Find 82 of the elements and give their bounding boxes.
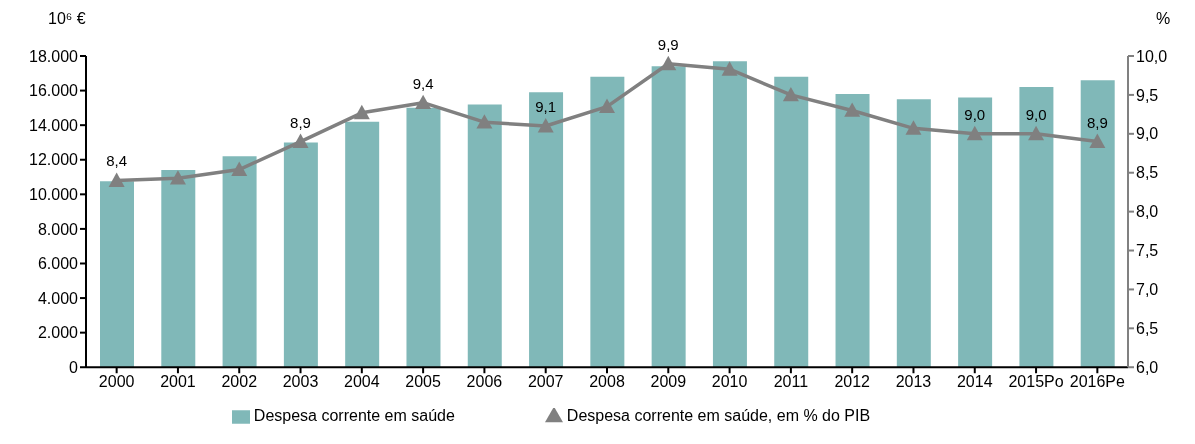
bar (835, 94, 870, 368)
x-tick-label: 2009 (650, 372, 687, 390)
x-tick-label: 2004 (344, 372, 380, 390)
data-label: 9,0 (1025, 105, 1047, 123)
bar (712, 61, 747, 368)
bar (1019, 87, 1054, 368)
bar (651, 66, 686, 368)
point (292, 133, 309, 148)
data-label: 9,9 (657, 35, 679, 53)
bar (774, 76, 809, 368)
y-tick-label: 0 (69, 358, 79, 376)
bar (590, 76, 625, 368)
y2-tick-label: 6,0 (1136, 358, 1159, 376)
y2-tick-label: 10,0 (1136, 47, 1168, 65)
bar (1080, 80, 1115, 368)
point (415, 94, 432, 110)
point (108, 172, 125, 187)
x-tick-label: 2016Pe (1069, 372, 1126, 390)
point (844, 102, 861, 117)
point (231, 161, 248, 176)
point (905, 120, 922, 135)
bar (529, 92, 564, 368)
y2-tick-label: 7,5 (1136, 242, 1159, 260)
y-tick-label: 2.000 (37, 324, 79, 342)
legend-label: Despesa corrente em saúde, em % do PIB (566, 407, 871, 425)
data-label: 9,4 (412, 74, 434, 92)
y2-tick-label: 8,5 (1136, 164, 1159, 182)
data-label: 9,1 (535, 98, 557, 116)
data-label: 9,0 (964, 105, 986, 123)
x-tick-label: 2001 (160, 372, 196, 390)
x-tick-label: 2003 (282, 372, 319, 390)
legend-label: Despesa corrente em saúde (253, 407, 455, 425)
x-tick-label: 2007 (527, 372, 564, 390)
bar (958, 97, 993, 368)
y-tick-label: 18.000 (29, 47, 79, 65)
data-label: 8,9 (290, 113, 311, 131)
point (353, 104, 370, 120)
x-tick-label: 2013 (895, 372, 932, 390)
bar (100, 181, 134, 368)
bar (161, 170, 196, 368)
y-tick-label: 10.000 (29, 186, 79, 204)
y2-tick-label: 7,0 (1136, 281, 1159, 299)
bar (222, 156, 257, 368)
y2-axis-title: % (1156, 10, 1171, 28)
y-tick-label: 16.000 (29, 82, 79, 100)
y-tick-label: 12.000 (29, 151, 79, 169)
point (782, 86, 799, 102)
y2-tick-label: 6,5 (1136, 320, 1159, 338)
bar (467, 104, 502, 368)
x-tick-label: 2011 (773, 372, 809, 390)
point (1089, 133, 1106, 148)
y-tick-label: 8.000 (37, 220, 79, 238)
x-tick-label: 2010 (711, 372, 748, 390)
point (1028, 125, 1045, 141)
x-tick-label: 2006 (466, 372, 503, 390)
y-axis-title: 10⁶ € (48, 10, 86, 28)
y2-tick-label: 9,5 (1136, 86, 1159, 104)
x-tick-label: 2008 (589, 372, 625, 390)
x-tick-label: 2005 (405, 372, 442, 390)
bar (406, 107, 441, 368)
data-label: 8,4 (106, 152, 128, 170)
y2-tick-label: 8,0 (1136, 203, 1159, 221)
x-tick-label: 2000 (98, 372, 135, 390)
point (169, 170, 186, 185)
data-label: 8,9 (1086, 113, 1108, 131)
y-tick-label: 4.000 (37, 289, 79, 307)
x-tick-label: 2012 (834, 372, 871, 390)
bar (283, 142, 318, 368)
y-tick-label: 14.000 (29, 116, 79, 134)
point (721, 61, 738, 76)
y-tick-label: 6.000 (37, 255, 79, 273)
x-tick-label: 2014 (956, 372, 993, 390)
point (599, 98, 615, 113)
point (537, 118, 554, 133)
point (966, 125, 983, 141)
point (476, 114, 493, 129)
x-tick-label: 2002 (221, 372, 258, 390)
y2-tick-label: 9,0 (1136, 125, 1159, 143)
bar (345, 121, 380, 368)
bar (896, 99, 931, 368)
x-tick-label: 2015Po (1008, 372, 1064, 390)
point (660, 56, 677, 71)
